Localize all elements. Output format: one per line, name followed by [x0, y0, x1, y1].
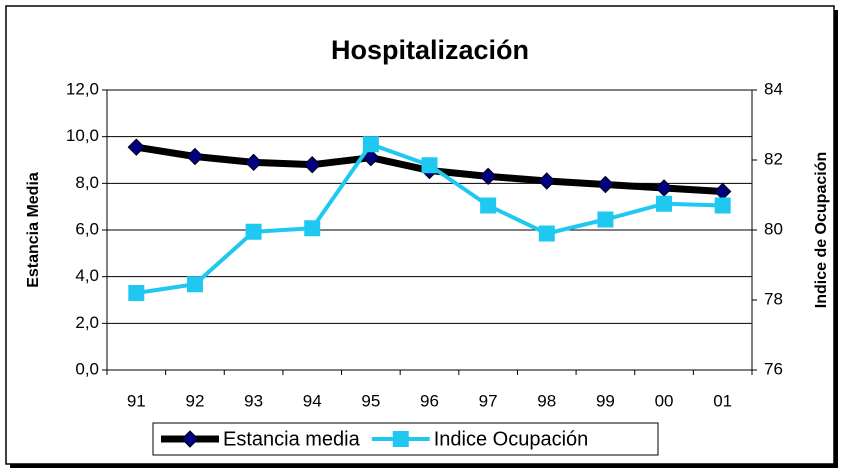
data-point [597, 211, 614, 228]
x-tick-label: 95 [361, 391, 380, 410]
y2-tick-label: 80 [764, 219, 783, 238]
y-tick-label: 12,0 [66, 79, 99, 98]
data-point [244, 153, 263, 172]
legend-label: Estancia media [223, 428, 361, 450]
x-tick-label: 96 [420, 391, 439, 410]
data-point [362, 136, 379, 153]
x-tick-label: 91 [127, 391, 146, 410]
data-point [538, 225, 555, 242]
x-tick-label: 94 [303, 391, 322, 410]
data-point [656, 195, 673, 212]
data-point [128, 285, 145, 301]
data-point [186, 147, 204, 166]
data-point [421, 157, 438, 174]
y2-tick-label: 84 [764, 79, 783, 98]
data-point [304, 220, 321, 237]
x-tick-label: 92 [185, 391, 204, 410]
y2-axis-label: Indice de Ocupación [813, 152, 830, 308]
x-tick-label: 93 [244, 391, 263, 410]
data-point [714, 197, 731, 214]
y-axis-label: Estancia Media [25, 172, 42, 288]
data-point [538, 172, 556, 190]
y2-tick-label: 78 [764, 289, 783, 308]
legend-marker [392, 431, 409, 447]
x-tick-label: 99 [596, 391, 615, 410]
y-tick-label: 4,0 [75, 266, 99, 285]
y-tick-label: 10,0 [66, 126, 99, 145]
data-point [596, 175, 615, 194]
x-tick-label: 00 [655, 391, 674, 410]
y-tick-label: 8,0 [75, 173, 99, 192]
data-point [245, 223, 262, 240]
x-tick-label: 01 [713, 391, 732, 410]
y-tick-label: 6,0 [75, 219, 99, 238]
x-tick-label: 98 [537, 391, 556, 410]
frame-shadow [10, 464, 838, 468]
y2-tick-label: 82 [764, 149, 783, 168]
data-point [303, 155, 321, 174]
data-point [480, 197, 497, 214]
y2-tick-label: 76 [764, 359, 783, 378]
y-tick-label: 2,0 [75, 313, 99, 332]
frame-shadow [834, 10, 838, 468]
data-point [127, 138, 146, 156]
data-point [479, 167, 497, 186]
data-point [186, 276, 203, 293]
legend-label: Indice Ocupación [434, 428, 589, 450]
chart-title: Hospitalización [331, 35, 529, 65]
y-tick-label: 0,0 [75, 359, 99, 378]
x-tick-label: 97 [479, 391, 498, 410]
legend-marker [181, 430, 199, 448]
